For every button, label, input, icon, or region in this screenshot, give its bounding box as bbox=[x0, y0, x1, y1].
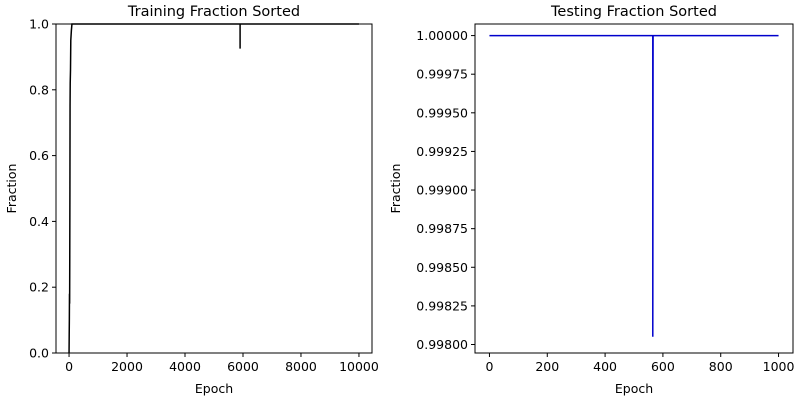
y-tick-label: 0.4 bbox=[29, 214, 49, 229]
x-tick-label: 8000 bbox=[285, 359, 317, 374]
series-line-0 bbox=[489, 34, 779, 337]
x-tick-label: 0 bbox=[485, 359, 493, 374]
chart-title: Testing Fraction Sorted bbox=[550, 4, 717, 20]
x-tick-label: 200 bbox=[535, 359, 559, 374]
y-tick-label: 0.99875 bbox=[416, 221, 468, 236]
y-tick-label: 0.99850 bbox=[416, 260, 468, 275]
x-tick-label: 6000 bbox=[227, 359, 259, 374]
x-axis-label: Epoch bbox=[615, 381, 653, 396]
y-tick-label: 0.99900 bbox=[416, 183, 468, 198]
axes-frame bbox=[474, 23, 794, 354]
y-tick-label: 0.99825 bbox=[416, 298, 468, 313]
x-axis-label: Epoch bbox=[195, 381, 233, 396]
x-tick-label: 800 bbox=[709, 359, 733, 374]
x-tick-label: 4000 bbox=[169, 359, 201, 374]
training-fraction-panel: 0 2000 4000 6000 8000 10000 0.0 0.2 0.4 0.6 0.8 1.0… bbox=[4, 4, 379, 396]
y-tick-label: 0.99800 bbox=[416, 337, 468, 352]
y-tick-label: 0.6 bbox=[29, 148, 49, 163]
y-tick-label: 0.8 bbox=[29, 82, 49, 97]
y-tick-label: 0.99925 bbox=[416, 144, 468, 159]
y-tick-label: 1.00000 bbox=[416, 28, 468, 43]
y-tick-label: 0.2 bbox=[29, 280, 49, 295]
testing-fraction-panel: 0 200 400 600 800 1000 0.99800 0.99825 0.99850 0.… bbox=[388, 4, 794, 396]
axes-frame bbox=[55, 23, 373, 354]
y-axis-label: Fraction bbox=[4, 164, 19, 214]
chart-title: Training Fraction Sorted bbox=[127, 4, 300, 20]
y-tick-label: 1.0 bbox=[29, 17, 49, 32]
y-axis-label: Fraction bbox=[388, 164, 403, 214]
x-tick-label: 2000 bbox=[111, 359, 143, 374]
y-tick-label: 0.99975 bbox=[416, 67, 468, 82]
x-tick-label: 0 bbox=[65, 359, 73, 374]
x-tick-label: 10000 bbox=[339, 359, 379, 374]
x-tick-label: 1000 bbox=[763, 359, 795, 374]
x-tick-label: 600 bbox=[651, 359, 675, 374]
series-line-0 bbox=[68, 23, 359, 354]
y-tick-label: 0.99950 bbox=[416, 105, 468, 120]
y-tick-label: 0.0 bbox=[29, 346, 49, 361]
x-tick-label: 400 bbox=[593, 359, 617, 374]
